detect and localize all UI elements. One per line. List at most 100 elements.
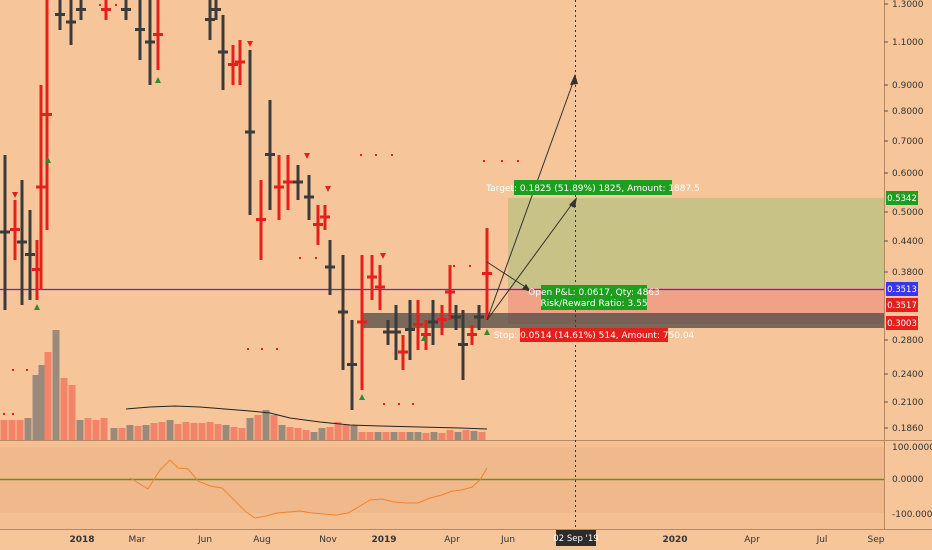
price-tick-label: 0.6000 xyxy=(892,169,924,179)
time-tick-label: Nov xyxy=(319,535,337,545)
volume-bar xyxy=(24,418,32,440)
volume-bar xyxy=(366,432,374,440)
ohlc-tick xyxy=(304,195,314,199)
indicator-dot xyxy=(483,160,485,162)
indicator-dot xyxy=(315,257,317,259)
ohlc-tick xyxy=(398,350,408,354)
sell-signal-marker xyxy=(380,253,386,259)
volume-bar xyxy=(398,432,406,440)
ohlc-tick xyxy=(256,218,266,221)
buy-signal-marker xyxy=(421,335,427,341)
volume-bar xyxy=(44,352,52,440)
volume-bar xyxy=(478,432,486,440)
ohlc-tick xyxy=(428,320,438,324)
price-tick-label: 0.9000 xyxy=(892,81,924,91)
ohlc-tick xyxy=(228,63,238,66)
price-tick-label: 0.2800 xyxy=(892,336,924,346)
volume-bar xyxy=(350,425,358,440)
price-tick-label: 0.1860 xyxy=(892,424,924,434)
volume-bar xyxy=(334,422,342,440)
ohlc-tick xyxy=(458,343,468,346)
price-tick-label: 0.8000 xyxy=(892,107,924,117)
volume-bar xyxy=(270,415,278,440)
volume-bar xyxy=(414,432,422,440)
price-tick-label: 1.1000 xyxy=(892,38,924,48)
ohlc-tick xyxy=(320,215,330,219)
stop-label[interactable]: Stop: 0.0514 (14.61%) 514, Amount: 750.0… xyxy=(494,328,695,342)
ohlc-tick xyxy=(32,268,42,271)
time-tick-label: 2018 xyxy=(69,535,94,545)
ohlc-tick xyxy=(283,180,293,184)
volume-bar xyxy=(16,420,24,440)
price-tag-label: 0.3517 xyxy=(887,301,917,311)
volume-bar xyxy=(134,426,142,440)
volume-bar xyxy=(222,425,230,440)
price-tick-label: 0.3800 xyxy=(892,268,924,278)
volume-ma-line xyxy=(125,405,488,430)
risk-reward-text: Risk/Reward Ratio: 3.55 xyxy=(540,299,647,309)
ohlc-tick xyxy=(474,315,484,319)
target-label[interactable]: Target: 0.1825 (51.89%) 1825, Amount: 18… xyxy=(485,180,700,195)
indicator-dot xyxy=(412,403,414,405)
pnl-label[interactable]: Open P&L: 0.0617, Qty: 4863 Risk/Reward … xyxy=(528,285,660,310)
ohlc-tick xyxy=(66,20,76,24)
ohlc-tick xyxy=(211,8,221,11)
ohlc-tick xyxy=(101,8,111,11)
buy-signal-marker xyxy=(155,77,161,83)
ohlc-bars xyxy=(0,0,492,410)
volume-bar xyxy=(254,415,262,440)
ohlc-tick xyxy=(145,40,155,44)
volume-bars xyxy=(0,330,486,440)
time-axis[interactable]: 2018 Mar Jun Aug Nov 2019 Apr Jun 2020 Apr Jul Sep xyxy=(69,535,884,545)
indicator-dot xyxy=(383,403,385,405)
ohlc-tick xyxy=(25,253,35,256)
ohlc-tick xyxy=(17,240,27,244)
ohlc-tick xyxy=(482,272,492,275)
price-axis[interactable]: 1.3000 1.1000 0.9000 0.8000 0.7000 0.6000 0.50… xyxy=(884,0,924,434)
indicator-dot xyxy=(391,154,393,156)
sell-signal-marker xyxy=(12,192,18,198)
volume-bar xyxy=(60,378,68,440)
price-tick-label: 0.2400 xyxy=(892,370,924,380)
price-tag-label: 0.3513 xyxy=(887,285,917,295)
volume-bar xyxy=(150,423,158,440)
volume-bar xyxy=(38,365,46,440)
sell-signal-marker xyxy=(325,186,331,192)
target-zone[interactable] xyxy=(508,198,884,288)
time-tick-label: Sep xyxy=(868,535,885,545)
ohlc-tick xyxy=(235,60,245,64)
volume-bar xyxy=(238,428,246,440)
indicator-dot xyxy=(115,4,117,6)
sell-signal-marker xyxy=(304,153,310,159)
ohlc-tick xyxy=(451,315,461,319)
oscillator-tick-label: 100.0000 xyxy=(892,443,932,453)
indicator-dot xyxy=(360,154,362,156)
ohlc-tick xyxy=(357,320,367,324)
buy-signal-marker xyxy=(484,329,490,335)
buy-signal-marker xyxy=(34,304,40,310)
ohlc-tick xyxy=(405,328,415,331)
volume-bar xyxy=(390,432,398,440)
indicator-dot xyxy=(299,257,301,259)
volume-bar xyxy=(166,420,174,440)
indicator-dot xyxy=(501,160,503,162)
volume-bar xyxy=(182,422,190,440)
time-tick-label: Jun xyxy=(500,535,515,545)
volume-bar xyxy=(310,432,318,440)
stop-text: Stop: 0.0514 (14.61%) 514, Amount: 750.0… xyxy=(494,331,695,341)
resistance-box[interactable] xyxy=(363,313,884,328)
time-tick-label: Aug xyxy=(253,535,271,545)
sell-signal-marker xyxy=(247,41,253,47)
oscillator-tick-label: 0.0000 xyxy=(892,475,924,485)
time-tick-label: Jul xyxy=(816,535,828,545)
price-tick-label: 0.4400 xyxy=(892,237,924,247)
volume-bar xyxy=(142,425,150,440)
time-tick-label: Jun xyxy=(197,535,212,545)
ohlc-tick xyxy=(375,285,385,289)
projection-arrows[interactable] xyxy=(486,74,578,321)
oscillator-axis[interactable]: 100.0000 0.0000 -100.0000 xyxy=(892,443,932,520)
ohlc-tick xyxy=(383,330,393,334)
volume-bar xyxy=(118,428,126,440)
ohlc-tick xyxy=(42,113,52,116)
